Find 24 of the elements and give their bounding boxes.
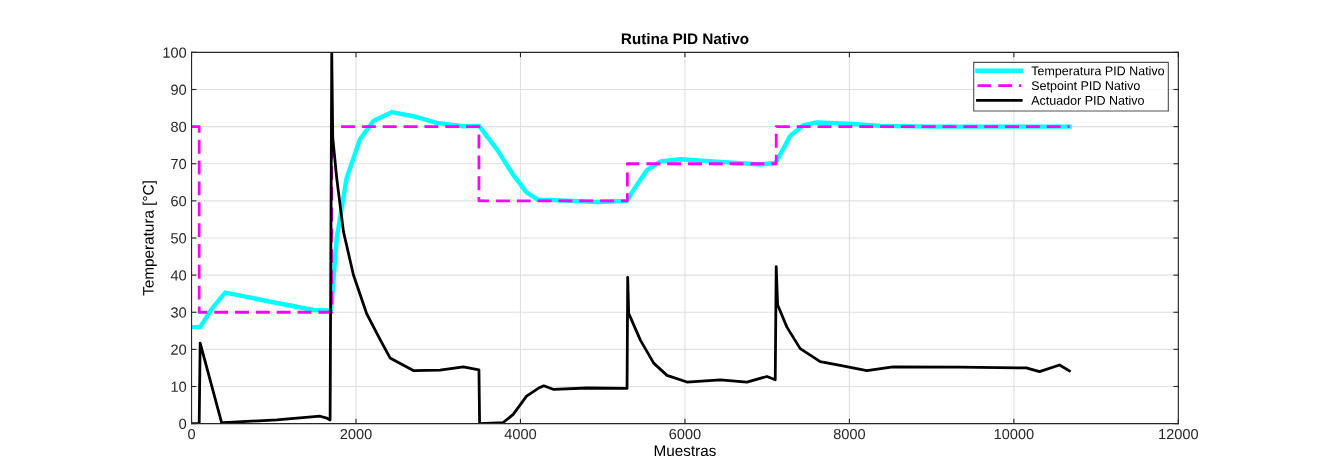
y-tick-label: 40 [170,270,187,281]
y-tick-label: 20 [171,344,187,355]
legend-label: Setpoint PID Nativo [1031,80,1140,93]
y-tick-label: 10 [171,381,187,392]
legend-label: Actuador PID Nativo [1031,95,1144,105]
x-tick-label: 12000 [1159,428,1199,440]
x-tick-label: 10000 [994,428,1034,440]
y-axis-title: Temperatura [°C] [142,181,157,296]
x-tick-label: 6000 [669,428,701,440]
y-tick-label: 50 [171,233,187,244]
y-tick-label: 90 [171,84,187,95]
y-tick-label: 60 [171,195,187,207]
y-tick-label: 100 [163,47,187,58]
x-tick-label: 4000 [504,428,537,440]
x-axis-title: Muestras [654,445,716,457]
x-tick-label: 0 [188,428,196,440]
y-tick-label: 80 [171,121,187,133]
legend-label: Temperatura PID Nativo [1031,66,1165,78]
y-tick-label: 0 [179,418,187,430]
chart-title: Rutina PID Nativo [621,32,749,45]
x-tick-label: 2000 [340,428,372,440]
y-tick-label: 30 [171,307,187,318]
y-tick-label: 70 [171,158,187,170]
x-tick-label: 8000 [833,428,866,440]
